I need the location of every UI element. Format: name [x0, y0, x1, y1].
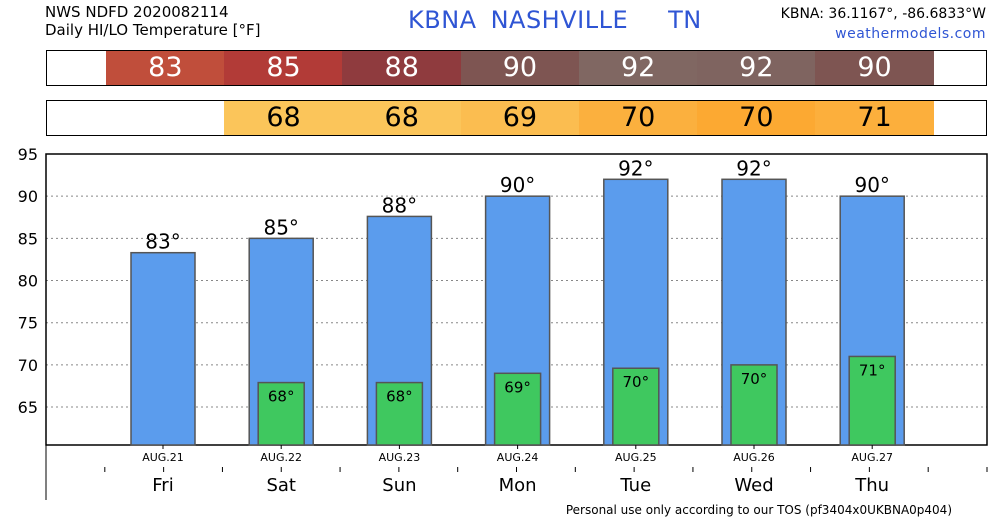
hi-bar-label-tue: 92°	[618, 156, 653, 180]
lo-bar-sun	[375, 381, 424, 446]
lo-band-cell-sun: 68	[342, 101, 462, 135]
station-id: KBNA	[408, 6, 477, 34]
day-label-wed: Wed	[734, 475, 773, 496]
hi-band-cell-wed: 92	[697, 51, 816, 85]
lo-temp-band: 68 68 69 70 70 71	[46, 100, 987, 136]
hi-bar-fri	[130, 251, 196, 446]
hi-band-cell-mon: 90	[460, 51, 580, 85]
date-label-sat: AUG.22	[260, 451, 302, 464]
y-tick-label-75: 75	[18, 314, 38, 333]
day-label-sat: Sat	[266, 475, 296, 496]
lo-band-cell-thu: 71	[815, 101, 934, 135]
y-tick-label-80: 80	[18, 272, 38, 291]
date-label-fri: AUG.21	[142, 451, 184, 464]
date-label-sun: AUG.23	[379, 451, 421, 464]
date-label-tue: AUG.25	[615, 451, 657, 464]
chart-title: Daily HI/LO Temperature [°F]	[45, 21, 261, 39]
hi-bar-label-sun: 88°	[382, 193, 417, 217]
hi-band-cell-thu: 90	[815, 51, 934, 85]
y-tick-label-95: 95	[18, 145, 38, 164]
model-run-label: NWS NDFD 2020082114	[45, 3, 229, 21]
lo-bar-thu	[848, 355, 896, 446]
lo-bar-label-mon: 69°	[504, 378, 531, 396]
date-label-wed: AUG.26	[733, 451, 775, 464]
chart-header-right: KBNA: 36.1167°, -86.6833°W weathermodels…	[781, 4, 986, 44]
lo-band-cell-sat: 68	[224, 101, 343, 135]
hi-bar-label-sat: 85°	[263, 215, 298, 239]
lo-bar-wed	[730, 364, 778, 446]
lo-bar-tue	[612, 367, 660, 446]
station-title: KBNA NASHVILLE TN	[408, 6, 716, 34]
lo-bar-label-tue: 70°	[623, 373, 650, 391]
day-label-mon: Mon	[499, 475, 537, 496]
y-tick-label-85: 85	[18, 229, 38, 248]
hi-bar-label-mon: 90°	[500, 173, 535, 197]
hi-bar-label-thu: 90°	[854, 173, 889, 197]
lo-bar-label-sat: 68°	[268, 388, 295, 406]
hi-bar-label-fri: 83°	[145, 230, 180, 254]
footer-note: Personal use only according to our TOS (…	[565, 503, 952, 517]
day-label-sun: Sun	[382, 475, 416, 496]
hi-bar-label-wed: 92°	[736, 156, 771, 180]
lo-bar-label-thu: 71°	[859, 361, 886, 379]
y-tick-label-65: 65	[18, 398, 38, 417]
lo-bar-label-sun: 68°	[386, 388, 413, 406]
temperature-chart: 65 70 75 80 85 90 95 83° AUG.21 Fri 85° 68° AUG.22 Sa…	[18, 145, 988, 500]
hi-temp-band: 83 85 88 90 92 92 90	[46, 50, 987, 86]
station-coords: KBNA: 36.1167°, -86.6833°W	[780, 6, 986, 22]
hi-band-cell-sat: 85	[224, 51, 343, 85]
lo-band-cell-tue: 70	[578, 101, 698, 135]
day-label-tue: Tue	[619, 475, 651, 496]
day-label-thu: Thu	[854, 475, 889, 496]
hi-band-cell-sun: 88	[342, 51, 462, 85]
date-label-thu: AUG.27	[851, 451, 893, 464]
station-name: NASHVILLE	[490, 6, 629, 34]
day-label-fri: Fri	[152, 475, 173, 496]
station-state: TN	[668, 6, 702, 34]
chart-header-left: NWS NDFD 2020082114 Daily HI/LO Temperat…	[45, 3, 261, 39]
lo-bar-label-wed: 70°	[741, 370, 768, 388]
hi-band-cell-tue: 92	[578, 51, 698, 85]
lo-band-cell-mon: 69	[460, 101, 580, 135]
site-link[interactable]: weathermodels.com	[835, 26, 986, 42]
lo-band-cell-wed: 70	[697, 101, 816, 135]
hi-band-cell-fri: 83	[106, 51, 225, 85]
date-label-mon: AUG.24	[497, 451, 539, 464]
y-tick-label-70: 70	[18, 356, 38, 375]
y-tick-label-90: 90	[18, 187, 38, 206]
lo-bar-mon	[493, 372, 542, 446]
